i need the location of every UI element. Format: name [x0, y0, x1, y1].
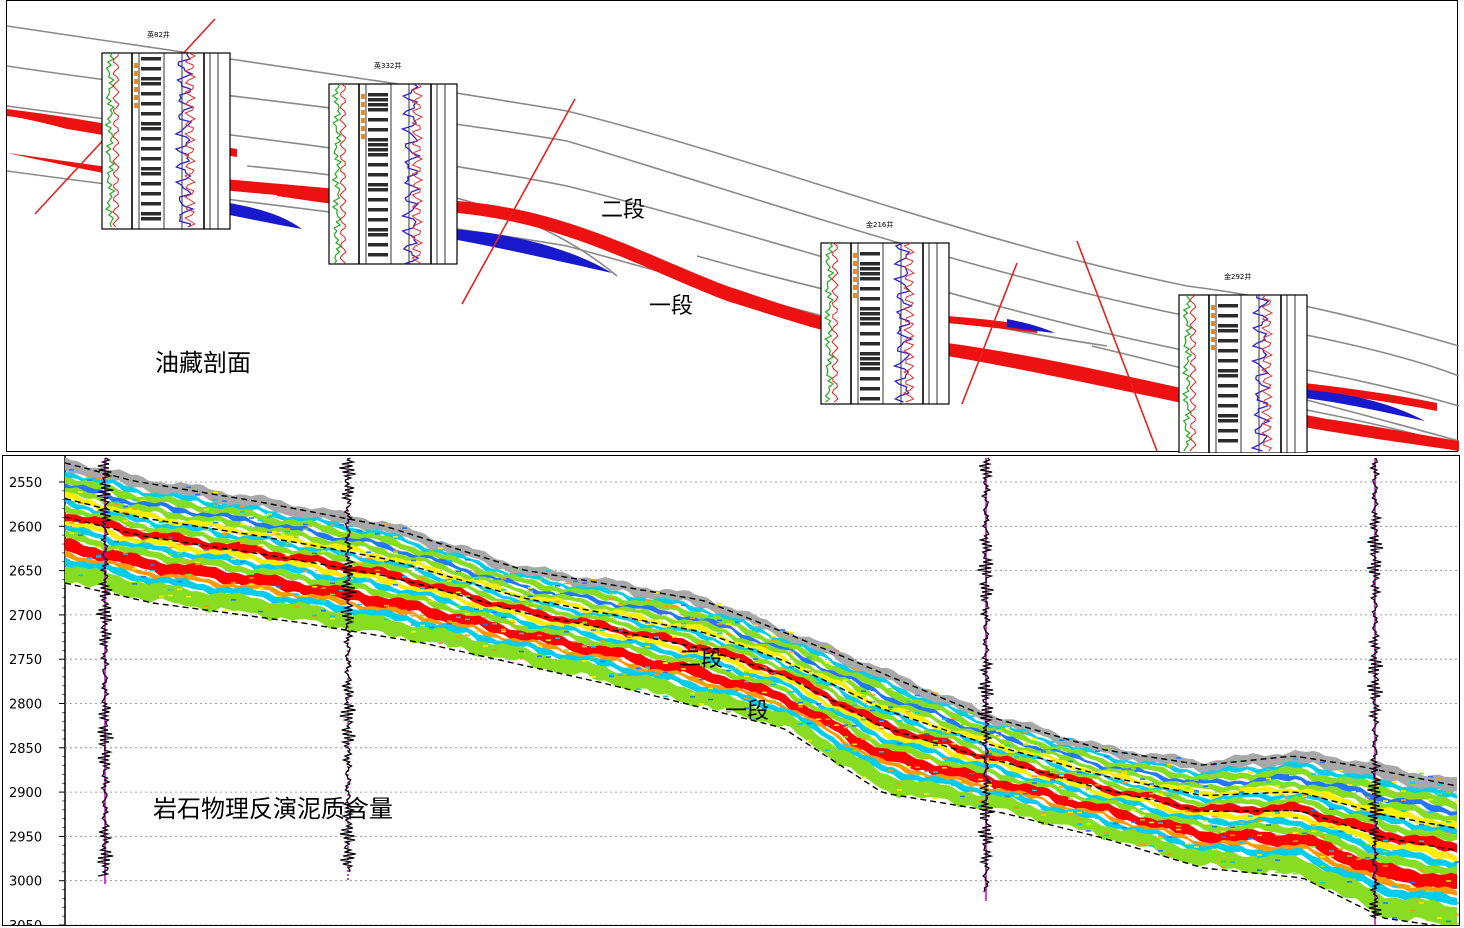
- dashed-horizon: [65, 516, 1458, 852]
- fault-line: [961, 262, 1018, 405]
- well-name: 英332井: [374, 61, 401, 70]
- inversion-layer: [65, 472, 1457, 799]
- inversion-section-panel: 2550 2600 2650 2700 2750 2800 2850 2900 2950 3000…: [2, 455, 1460, 926]
- sand-body-right-upper: [1267, 379, 1437, 411]
- inversion-layer: [65, 496, 1457, 835]
- sand-body-lower: [7, 153, 1459, 451]
- section-title: 油藏剖面: [155, 349, 251, 377]
- inversion-layer: [65, 504, 1457, 842]
- segment-label-upper: 二段: [601, 198, 645, 223]
- well-name: 金216井: [866, 220, 893, 229]
- depth-tick-label: 3000: [9, 875, 42, 890]
- blue-wedge: [207, 199, 302, 229]
- blue-wedge: [1007, 319, 1055, 333]
- well-curves: [96, 457, 1384, 925]
- depth-tick-label: 2650: [9, 565, 42, 580]
- well-name: 金292井: [1224, 272, 1251, 281]
- well-log-column: 英82井: [101, 30, 231, 230]
- dashed-horizons: [65, 462, 1458, 925]
- depth-ticks: 2550 2600 2650 2700 2750 2800 2850 2900 2950 3000…: [9, 476, 1459, 926]
- well-log-column: 金216井: [820, 220, 950, 405]
- depth-tick-label: 2850: [9, 742, 42, 757]
- blue-wedge: [1297, 389, 1425, 421]
- depth-tick-label: 2900: [9, 786, 42, 801]
- depth-tick-label: 2950: [9, 830, 42, 845]
- inversion-layer: [65, 513, 1457, 853]
- dashed-horizon: [65, 462, 1458, 787]
- segment-label-lower: 一段: [649, 294, 693, 319]
- well-trace: [339, 457, 357, 881]
- well-log-column: 金292井: [1178, 272, 1308, 453]
- depth-tick-label: 2600: [9, 520, 42, 535]
- dashed-horizon: [65, 497, 1458, 830]
- inversion-segment-label-upper: 二段: [679, 647, 723, 672]
- inversion-layer: [65, 487, 1457, 824]
- blue-wedges: [207, 199, 1425, 421]
- well-trace: [96, 457, 114, 884]
- inversion-layer: [65, 538, 1457, 891]
- inversion-title: 岩石物理反演泥质含量: [153, 795, 393, 823]
- horizon-line: [246, 165, 618, 277]
- inversion-layer: [65, 566, 1457, 925]
- depth-tick-label: 2700: [9, 609, 42, 624]
- well-name: 英82井: [147, 30, 170, 39]
- dashed-horizon: [65, 582, 1458, 925]
- depth-tick-label: 2550: [9, 476, 42, 491]
- sand-body-right: [947, 316, 1037, 333]
- reservoir-section-panel: 英82井英332井金216井金292井 二段 一段 油藏剖面: [6, 0, 1459, 453]
- depth-tick-label: 3050: [9, 919, 42, 926]
- inversion-layer: [65, 458, 1457, 793]
- well-trace: [977, 457, 995, 901]
- depth-tick-label: 2750: [9, 653, 42, 668]
- depth-tick-label: 2800: [9, 698, 42, 713]
- blue-wedge: [452, 229, 612, 273]
- fault-line: [461, 98, 576, 305]
- inversion-bands: [65, 458, 1459, 925]
- well-trace: [1366, 457, 1384, 925]
- horizon-line: [1091, 345, 1459, 442]
- fault-line: [1076, 240, 1158, 452]
- inversion-segment-label-lower: 一段: [725, 699, 769, 724]
- inversion-section-canvas: 2550 2600 2650 2700 2750 2800 2850 2900 2950 3000…: [9, 456, 1459, 926]
- well-log-column: 英332井: [328, 61, 458, 265]
